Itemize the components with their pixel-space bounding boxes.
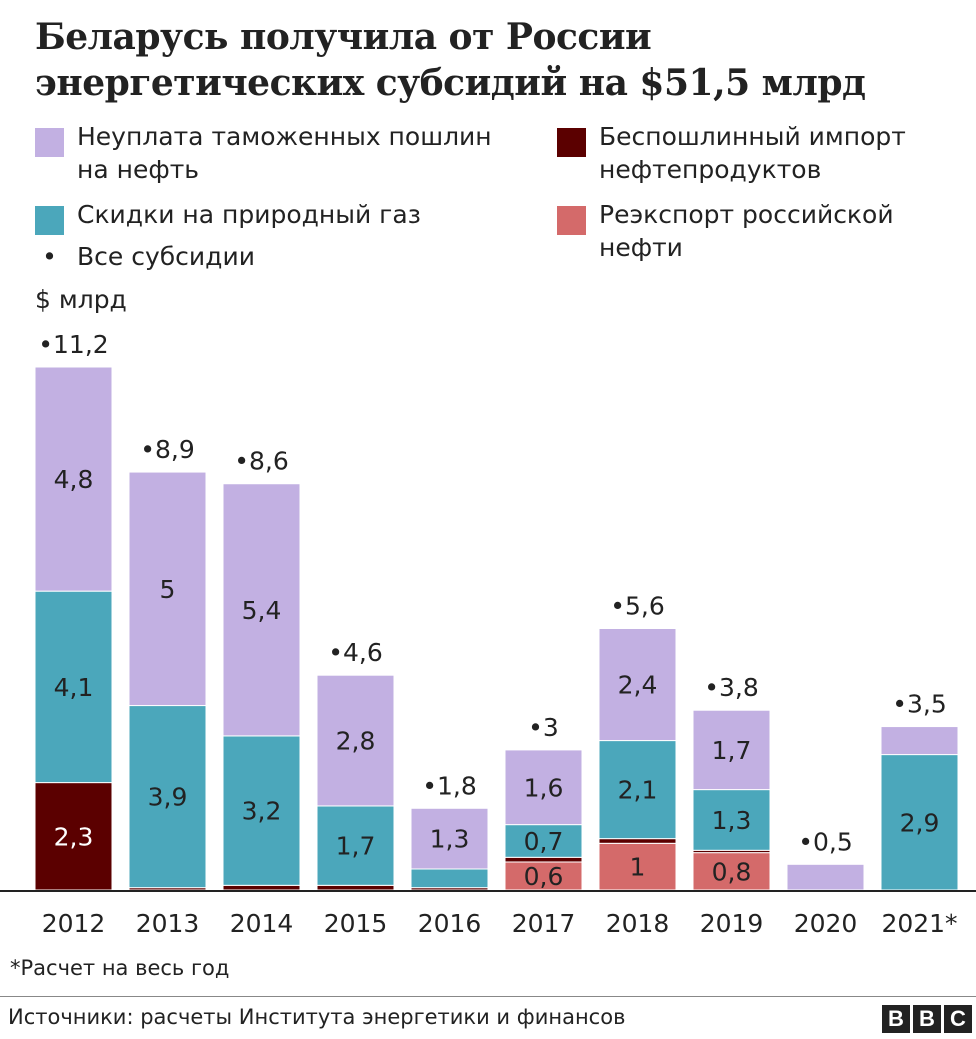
segment-value-label: 1,3	[430, 825, 470, 854]
bar-segment-oil_duties	[692, 709, 771, 791]
segment-value-label: 2,8	[336, 727, 376, 756]
legend-dot-marker: •	[42, 242, 57, 271]
bar-segment-gas	[598, 740, 677, 840]
segment-value-label: 1,3	[712, 806, 752, 835]
total-value-label: •0,5	[798, 827, 853, 856]
bar-segment-gas	[410, 868, 489, 889]
segment-value-label: 4,8	[54, 465, 94, 494]
bar-segment-reexport	[692, 852, 771, 891]
footer-divider	[0, 996, 976, 997]
bar-segment-oil_duties	[504, 749, 583, 826]
x-tick-label: 2014	[230, 909, 294, 938]
chart-title: Беларусь получила от России энергетическ…	[35, 16, 866, 104]
bar-segment-reexport	[504, 861, 583, 891]
stacked-bar-chart: 2,3 4,1 4,8 •11,2 2012 3,9 5 •8,9 2013 3,2 5,4 •8,6…	[0, 330, 976, 938]
legend-label-products: Беспошлинный импорт нефтепродуктов	[599, 122, 906, 184]
bar-segment-oil_duties	[222, 483, 301, 737]
x-tick-label: 2017	[512, 909, 576, 938]
segment-value-label: 0,6	[524, 862, 564, 891]
bar-segment-oil_duties	[880, 726, 959, 756]
total-value-label: •11,2	[38, 330, 108, 359]
total-value-label: •3,8	[704, 673, 759, 702]
legend-item-products: Беспошлинный импорт нефтепродуктов	[557, 120, 906, 186]
segment-value-label: 0,7	[524, 827, 564, 856]
source-note: Источники: расчеты Института энергетики …	[8, 1005, 626, 1029]
total-value-label: •1,8	[422, 771, 477, 800]
bar-segment-gas	[692, 789, 771, 851]
footnote: *Расчет на весь год	[10, 956, 230, 980]
segment-value-label: 5	[160, 575, 176, 604]
bbc-logo-letter: C	[944, 1005, 972, 1033]
legend-label-reexport: Реэкспорт российской нефти	[599, 200, 894, 262]
legend-item-total: • Все субсидии	[35, 240, 255, 273]
legend-label-oil-duties: Неуплата таможенных пошлин на нефть	[77, 122, 492, 184]
bbc-logo: B B C	[882, 1005, 972, 1033]
total-value-label: •3	[528, 713, 559, 742]
segment-value-label: 2,9	[900, 808, 940, 837]
bar-segment-oil_duties	[598, 628, 677, 742]
legend-label-gas: Скидки на природный газ	[77, 200, 421, 229]
legend-swatch-oil-duties	[35, 128, 64, 157]
segment-value-label: 1	[630, 853, 646, 882]
bar-segment-gas	[128, 705, 207, 889]
x-tick-label: 2016	[418, 909, 482, 938]
bar-segment-gas	[222, 735, 301, 886]
bar-segment-oil_duties	[128, 471, 207, 707]
x-tick-label: 2020	[794, 909, 858, 938]
x-tick-label: 2021*	[881, 909, 957, 938]
segment-value-label: 0,8	[712, 857, 752, 886]
segment-value-label: 4,1	[54, 673, 94, 702]
total-value-label: •4,6	[328, 638, 383, 667]
y-unit-label: $ млрд	[35, 285, 127, 314]
x-tick-label: 2015	[324, 909, 388, 938]
bar-segment-products	[34, 782, 113, 891]
segment-value-label: 1,7	[336, 832, 376, 861]
bar-segment-oil_duties	[316, 674, 395, 807]
segment-value-label: 3,9	[148, 783, 188, 812]
total-value-label: •8,6	[234, 447, 289, 476]
legend-item-reexport: Реэкспорт российской нефти	[557, 198, 894, 264]
bar-segment-oil_duties	[410, 807, 489, 870]
bbc-logo-letter: B	[913, 1005, 941, 1033]
bar-segment-oil_duties	[34, 366, 113, 592]
bar-segment-products	[316, 884, 395, 891]
bbc-logo-letter: B	[882, 1005, 910, 1033]
bar-segment-products	[598, 838, 677, 844]
segment-value-label: 2,1	[618, 776, 658, 805]
bar-segment-oil_duties	[786, 863, 865, 891]
segment-value-label: 2,4	[618, 671, 658, 700]
legend-swatch-products	[557, 128, 586, 157]
bar-segment-reexport	[598, 842, 677, 891]
segment-value-label: 5,4	[242, 596, 282, 625]
legend-swatch-reexport	[557, 206, 586, 235]
total-value-label: •8,9	[140, 435, 195, 464]
x-tick-label: 2012	[42, 909, 106, 938]
bar-segment-gas	[34, 590, 113, 784]
bar-segment-products	[222, 884, 301, 891]
segment-value-label: 1,7	[712, 736, 752, 765]
bar-segment-gas	[504, 824, 583, 858]
x-tick-label: 2019	[700, 909, 764, 938]
x-tick-label: 2013	[136, 909, 200, 938]
legend-item-oil-duties: Неуплата таможенных пошлин на нефть	[35, 120, 492, 186]
legend-swatch-gas	[35, 206, 64, 235]
segment-value-label: 1,6	[524, 773, 564, 802]
x-tick-label: 2018	[606, 909, 670, 938]
legend-item-gas: Скидки на природный газ	[35, 198, 421, 235]
total-value-label: •3,5	[892, 690, 947, 719]
segment-value-label: 2,3	[54, 822, 94, 851]
legend-label-total: Все субсидии	[77, 242, 255, 271]
segment-value-label: 3,2	[242, 797, 282, 826]
total-value-label: •5,6	[610, 592, 665, 621]
